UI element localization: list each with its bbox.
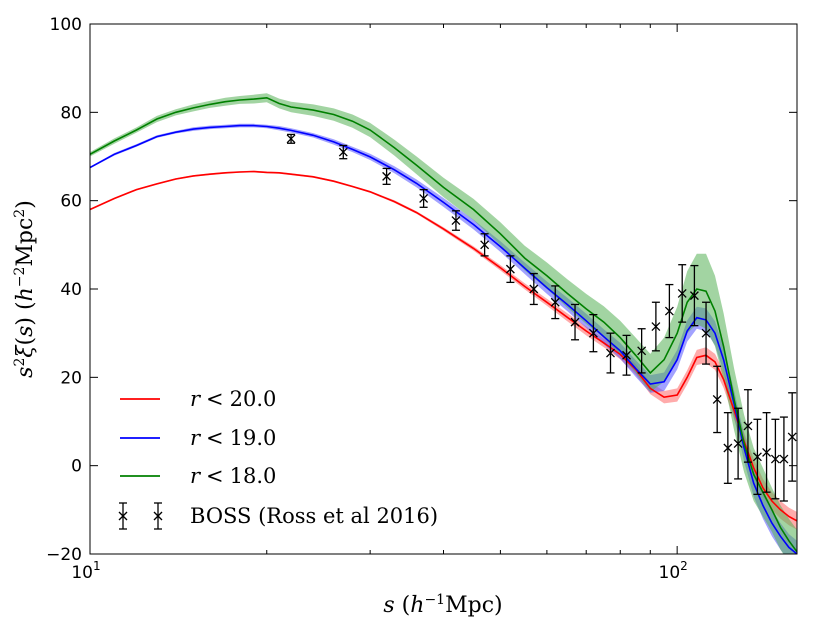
- legend-label-r19: r <19.0: [190, 426, 276, 450]
- x-tick-label: 102: [659, 559, 688, 583]
- boss-point: [606, 332, 615, 374]
- legend-label-boss: BOSS (Ross et al 2016): [190, 504, 438, 528]
- boss-point: [701, 301, 711, 365]
- band-180: [90, 93, 797, 554]
- boss-point: [689, 264, 699, 327]
- boss-point: [550, 285, 560, 320]
- boss-point: [338, 144, 348, 160]
- y-tick-label: 80: [60, 103, 82, 123]
- boss-point: [529, 272, 539, 306]
- boss-point: [588, 313, 598, 353]
- boss-point: [787, 392, 797, 482]
- legend-label-r18: r <18.0: [190, 464, 276, 488]
- boss-point: [505, 255, 515, 284]
- x-axis-title: s (h−1Mpc): [383, 592, 502, 618]
- x-axis: 101 102: [71, 24, 688, 583]
- y-tick-label: 0: [71, 457, 82, 477]
- boss-point: [762, 412, 772, 493]
- boss-point: [286, 133, 296, 144]
- y-tick-label: 40: [60, 280, 82, 300]
- legend: r <20.0 r <19.0 r <18.0 BOSS (Ross et al 20…: [118, 387, 438, 530]
- legend-label-r20: r <20.0: [190, 387, 276, 411]
- boss-point: [651, 301, 661, 352]
- line-180: [90, 96, 797, 553]
- series-lines: [90, 96, 797, 554]
- y-tick-label: 20: [60, 368, 82, 388]
- boss-point: [677, 264, 687, 323]
- legend-swatch-boss: [118, 502, 163, 530]
- boss-point: [770, 418, 780, 500]
- confidence-bands: [90, 93, 797, 554]
- y-tick-label: −20: [46, 545, 82, 565]
- boss-point: [637, 328, 647, 374]
- y-axis-title: s2ξ(s) (h−2Mpc2): [12, 200, 38, 378]
- line-190: [90, 124, 797, 554]
- line-200: [90, 170, 797, 522]
- boss-point: [723, 412, 733, 484]
- boss-point: [733, 407, 743, 480]
- boss-point: [779, 416, 789, 502]
- y-axis: −20 0 20 40 60 80 100: [46, 15, 797, 565]
- boss-point: [419, 188, 429, 208]
- boss-point: [743, 389, 753, 463]
- plot-background: [90, 24, 797, 554]
- boss-point: [622, 334, 632, 376]
- boss-point: [451, 210, 461, 231]
- boss-data-points: [286, 133, 797, 502]
- y-tick-label: 100: [50, 15, 82, 35]
- x-tick-label: 101: [71, 559, 100, 583]
- boss-point: [382, 167, 392, 185]
- boss-point: [664, 283, 674, 339]
- y-tick-label: 60: [60, 192, 82, 212]
- boss-point: [752, 418, 762, 496]
- boss-point: [480, 233, 490, 257]
- boss-point: [570, 303, 580, 341]
- boss-point: [712, 365, 722, 434]
